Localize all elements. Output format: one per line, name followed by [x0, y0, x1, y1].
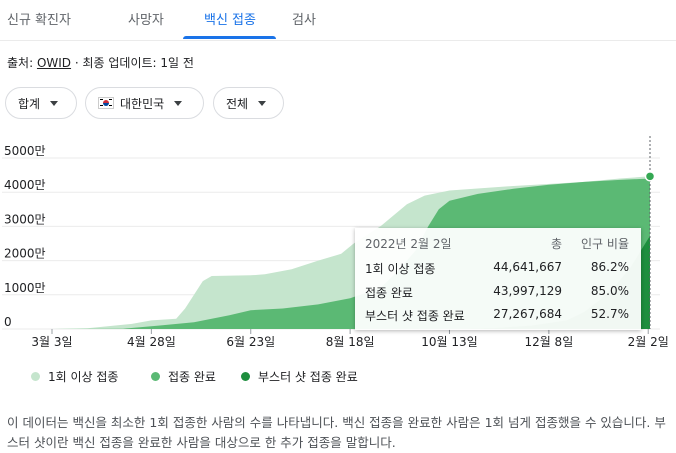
- legend-swatch: [241, 372, 250, 381]
- range-dropdown[interactable]: 전체: [213, 87, 284, 119]
- update-info: · 최종 업데이트: 1일 전: [71, 56, 194, 70]
- legend-item-booster[interactable]: 부스터 샷 접종 완료: [241, 368, 358, 385]
- tab-vaccination[interactable]: 백신 접종: [204, 13, 256, 28]
- legend-swatch: [151, 372, 160, 381]
- source-line: 출처: OWID · 최종 업데이트: 1일 전: [7, 54, 194, 71]
- y-tick-label: 5000만: [4, 144, 46, 158]
- x-tick-label: 4월 28일: [127, 335, 176, 349]
- tab-deaths[interactable]: 사망자: [128, 13, 164, 28]
- x-tick-label: 12월 8일: [524, 335, 573, 349]
- tooltip-row-total: 27,267,684: [493, 307, 562, 321]
- tab-bar: 신규 확진자 사망자 백신 접종 검사: [0, 0, 676, 41]
- country-dropdown[interactable]: 대한민국: [85, 87, 204, 119]
- legend-item-fully-vaccinated[interactable]: 접종 완료: [151, 368, 216, 385]
- y-tick-label: 2000만: [4, 247, 46, 261]
- tooltip-row-label: 접종 완료: [365, 286, 413, 300]
- y-tick-label: 0: [4, 315, 12, 329]
- tooltip-row-label: 1회 이상 접종: [365, 262, 436, 276]
- x-tick-label: 3월 3일: [31, 335, 72, 349]
- chart-description: 이 데이터는 백신을 최소한 1회 접종한 사람의 수를 나타냅니다. 백신 접…: [7, 415, 666, 450]
- tooltip-row-pct: 85.0%: [590, 284, 629, 298]
- legend-label: 부스터 샷 접종 완료: [258, 370, 358, 384]
- range-value: 전체: [226, 96, 249, 111]
- tooltip-row-total: 43,997,129: [493, 284, 562, 298]
- metric-value: 합계: [18, 96, 41, 111]
- x-tick-label: 10월 13일: [421, 335, 477, 349]
- x-tick-label: 2월 2일: [628, 335, 669, 349]
- y-tick-label: 4000만: [4, 178, 46, 192]
- chart-tooltip: 2022년 2월 2일 총 인구 비율 1회 이상 접종 44,641,667 …: [355, 228, 641, 330]
- chevron-down-icon: [50, 100, 59, 106]
- chevron-down-icon: [258, 100, 267, 106]
- y-tick-label: 1000만: [4, 281, 46, 295]
- source-prefix: 출처:: [7, 56, 37, 70]
- tooltip-row-label: 부스터 샷 접종 완료: [365, 309, 465, 323]
- legend-label: 1회 이상 접종: [48, 370, 119, 384]
- tooltip-col-pct: 인구 비율: [581, 237, 629, 251]
- x-tick-label: 8월 18일: [326, 335, 375, 349]
- chevron-down-icon: [174, 100, 183, 106]
- tab-tests[interactable]: 검사: [292, 13, 316, 28]
- source-link[interactable]: OWID: [36, 56, 72, 70]
- active-tab-indicator: [183, 36, 276, 39]
- tooltip-col-total: 총: [550, 237, 562, 251]
- tooltip-row-pct: 52.7%: [590, 307, 629, 321]
- tab-new-cases[interactable]: 신규 확진자: [7, 13, 71, 28]
- x-tick-label: 6월 23일: [226, 335, 275, 349]
- tooltip-row-total: 44,641,667: [493, 260, 562, 274]
- metric-dropdown[interactable]: 합계: [5, 87, 77, 119]
- legend-swatch: [31, 372, 40, 381]
- tooltip-date: 2022년 2월 2일: [365, 237, 452, 251]
- tooltip-row-pct: 86.2%: [590, 260, 629, 274]
- legend-item-first-dose[interactable]: 1회 이상 접종: [31, 368, 118, 385]
- country-value: 대한민국: [120, 96, 165, 111]
- y-tick-label: 3000만: [4, 212, 46, 226]
- korea-flag-icon: [98, 97, 114, 109]
- hover-point: [644, 171, 656, 182]
- legend-label: 접종 완료: [168, 370, 216, 384]
